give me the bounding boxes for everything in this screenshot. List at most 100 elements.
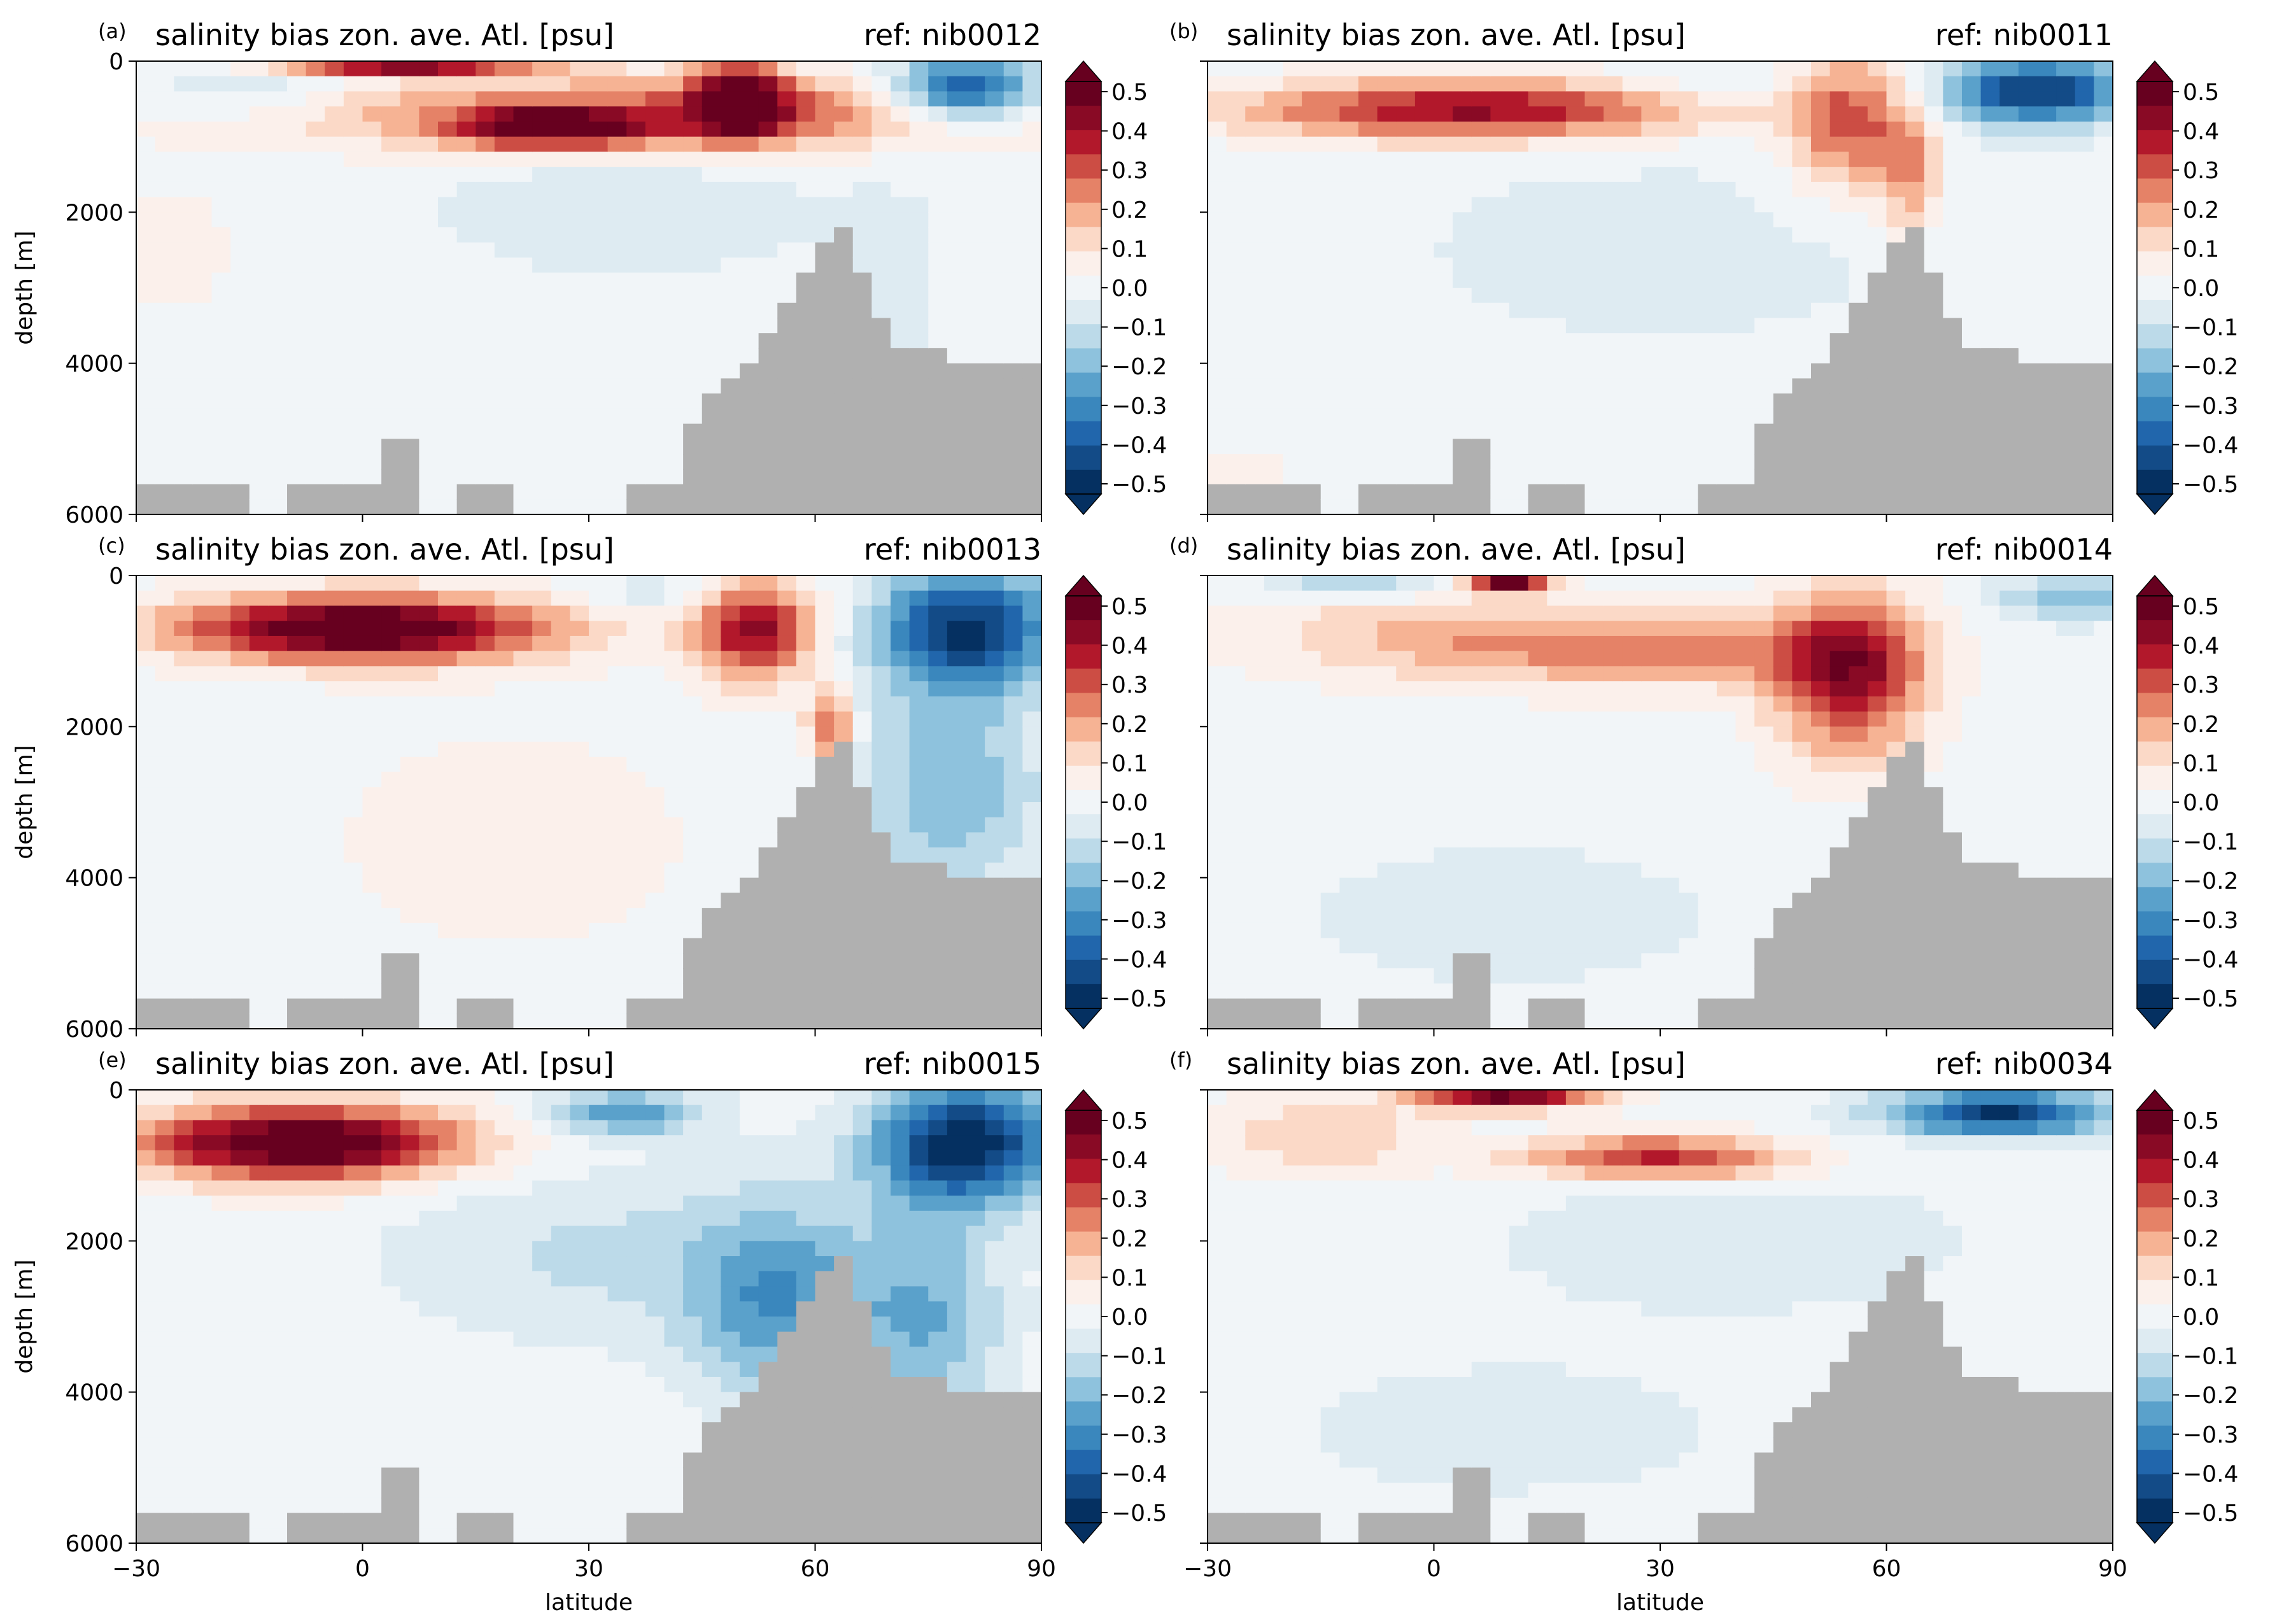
land-cell: [174, 998, 194, 1015]
bias-cell: [1509, 302, 1529, 319]
bias-cell: [287, 136, 307, 153]
bias-cell: [1471, 605, 1491, 621]
bias-cell: [966, 197, 985, 213]
bias-cell: [438, 635, 458, 652]
land-cell: [1434, 484, 1453, 500]
bias-cell: [701, 726, 722, 742]
bias-cell: [1302, 938, 1322, 954]
land-cell: [1980, 454, 2001, 470]
bias-cell: [211, 711, 231, 728]
bias-cell: [589, 998, 609, 1015]
bias-cell: [1754, 197, 1774, 213]
bias-cell: [871, 605, 891, 621]
bias-cell: [456, 908, 477, 924]
bias-cell: [1453, 787, 1472, 803]
bias-cell: [230, 635, 250, 652]
land-cell: [871, 953, 891, 969]
bias-cell: [815, 197, 835, 213]
bias-cell: [476, 348, 495, 364]
bias-cell: [721, 590, 740, 607]
bias-cell: [1679, 167, 1699, 183]
bias-cell: [1245, 575, 1265, 591]
bias-cell: [1022, 590, 1042, 607]
land-cell: [1302, 499, 1322, 515]
bias-cell: [136, 227, 156, 243]
land-cell: [1849, 363, 1868, 379]
land-cell: [1022, 1013, 1042, 1029]
bias-cell: [419, 76, 439, 92]
bias-cell: [1453, 227, 1472, 243]
bias-cell: [532, 257, 552, 274]
bias-cell: [2056, 272, 2076, 288]
bias-cell: [777, 167, 797, 183]
bias-cell: [249, 61, 269, 77]
bias-cell: [211, 393, 231, 409]
bias-cell: [268, 1013, 288, 1029]
bias-cell: [381, 106, 401, 122]
bias-cell: [1434, 938, 1453, 954]
land-cell: [834, 953, 854, 969]
bias-cell: [570, 393, 589, 409]
bias-cell: [947, 272, 967, 288]
bias-cell: [1660, 152, 1680, 167]
bias-cell: [325, 333, 344, 349]
bias-cell: [1490, 802, 1510, 818]
bias-cell: [2094, 318, 2113, 334]
bias-cell: [1980, 76, 2001, 92]
bias-cell: [1528, 348, 1548, 364]
land-cell: [211, 998, 231, 1015]
bias-cell: [1022, 635, 1042, 652]
bias-cell: [1584, 484, 1604, 500]
bias-cell: [362, 832, 382, 848]
bias-cell: [192, 711, 213, 728]
bias-cell: [438, 802, 458, 818]
y-tick-label: 6000: [65, 502, 123, 528]
bias-cell: [1453, 681, 1472, 697]
bias-cell: [947, 742, 967, 758]
bias-cell: [230, 696, 250, 712]
bias-cell: [1660, 167, 1680, 183]
bias-cell: [1490, 908, 1510, 924]
bias-cell: [381, 817, 401, 833]
bias-cell: [1490, 288, 1510, 304]
bias-cell: [740, 272, 759, 288]
bias-cell: [1208, 635, 1227, 652]
bias-cell: [1604, 121, 1623, 138]
bias-cell: [306, 787, 326, 803]
bias-cell: [1754, 363, 1774, 379]
bias-cell: [1022, 302, 1042, 319]
bias-cell: [362, 908, 382, 924]
bias-cell: [532, 91, 552, 107]
bias-cell: [155, 621, 175, 637]
land-cell: [834, 408, 854, 425]
bias-cell: [570, 227, 589, 243]
land-cell: [871, 877, 891, 894]
bias-cell: [325, 938, 344, 954]
bias-cell: [136, 742, 156, 758]
land-cell: [1003, 393, 1024, 409]
bias-cell: [174, 922, 194, 939]
land-cell: [664, 998, 684, 1015]
bias-cell: [1434, 272, 1453, 288]
bias-cell: [891, 76, 910, 92]
bias-cell: [1509, 635, 1529, 652]
land-cell: [891, 378, 910, 394]
bias-cell: [966, 590, 985, 607]
land-cell: [966, 938, 985, 954]
bias-cell: [155, 651, 175, 667]
bias-cell: [249, 378, 269, 394]
land-cell: [815, 983, 835, 999]
bias-cell: [211, 938, 231, 954]
bias-cell: [174, 181, 194, 198]
bias-cell: [551, 908, 571, 924]
bias-cell: [1264, 227, 1284, 243]
bias-cell: [1867, 76, 1887, 92]
bias-cell: [1003, 242, 1024, 258]
land-cell: [1829, 333, 1850, 349]
bias-cell: [1302, 167, 1322, 183]
bias-cell: [1528, 272, 1548, 288]
bias-cell: [1320, 938, 1341, 954]
land-cell: [2037, 454, 2057, 470]
bias-cell: [871, 621, 891, 637]
bias-cell: [1003, 136, 1024, 153]
